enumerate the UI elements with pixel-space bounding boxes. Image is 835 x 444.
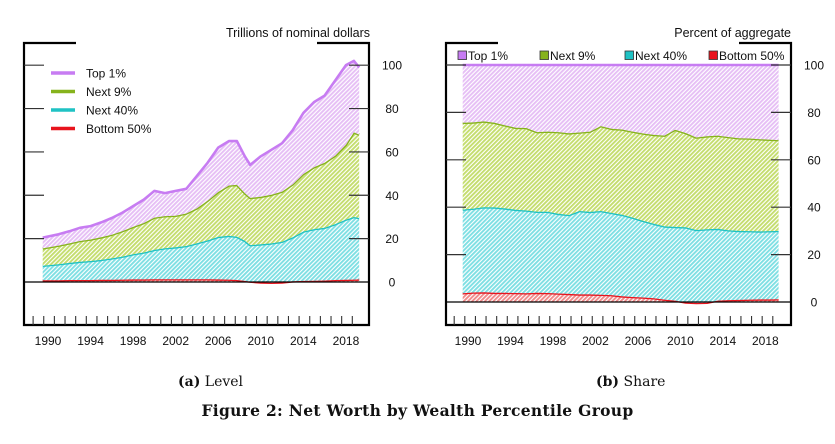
level-xtick-label: 1994 <box>77 334 104 348</box>
level-ytick-label: 0 <box>389 276 396 290</box>
share-xtick-label: 2010 <box>667 334 694 348</box>
level-xtick-label: 2002 <box>162 334 189 348</box>
share-ytick-label: 20 <box>807 248 821 262</box>
level-xtick-label: 2006 <box>205 334 232 348</box>
level-axes: 0 20 40 60 80 100 1990 1994 1998 2002 2006 2010 2014… <box>22 41 402 348</box>
share-xtick-label: 2014 <box>710 334 737 348</box>
level-unit-label: Trillions of nominal dollars <box>226 26 370 40</box>
share-ytick-label: 0 <box>811 296 818 310</box>
level-areas <box>42 59 361 285</box>
share-ytick-label: 60 <box>807 153 821 167</box>
panel-b-title: Share <box>623 374 666 390</box>
level-xtick-label: 1990 <box>35 334 62 348</box>
share-axes: 0 20 40 60 80 100 1990 1994 1998 2002 2006 2010 2014… <box>444 41 824 348</box>
legend-swatch-next9 <box>539 50 549 60</box>
share-ytick-label: 100 <box>804 59 824 73</box>
level-frame <box>22 41 371 327</box>
panel-b-caption: (b) Share <box>596 374 665 390</box>
level-ytick-label: 100 <box>382 59 402 73</box>
share-xtick-label: 2018 <box>752 334 779 348</box>
share-xtick-label: 2002 <box>582 334 609 348</box>
level-ytick-label: 20 <box>385 232 399 246</box>
level-line-top1 <box>42 59 361 239</box>
share-chart: Percent of aggregate 0 20 40 60 80 100 1990 199… <box>444 26 824 348</box>
legend-swatch-next40 <box>624 50 634 60</box>
panel-a-title: Level <box>204 374 244 390</box>
share-xtick-label: 1990 <box>455 334 482 348</box>
legend-label-next9: Next 9% <box>86 85 132 99</box>
share-ytick-label: 40 <box>807 201 821 215</box>
share-xtick-label: 2006 <box>625 334 652 348</box>
level-chart: Trillions of nominal dollars 0 20 40 60 80 10… <box>22 26 402 348</box>
legend-swatch-top1 <box>457 50 467 60</box>
legend-label-top1: Top 1% <box>468 49 508 63</box>
legend-label-bottom50: Bottom 50% <box>719 49 785 63</box>
share-unit-label: Percent of aggregate <box>674 26 791 40</box>
legend-swatch-bottom50 <box>708 50 718 60</box>
level-ytick-label: 60 <box>385 145 399 159</box>
figure-title: Figure 2: Net Worth by Wealth Percentile… <box>201 401 634 420</box>
legend-label-next40: Next 40% <box>86 104 138 118</box>
legend-label-next40: Next 40% <box>635 49 687 63</box>
share-area-next40 <box>462 207 779 303</box>
level-line-next9 <box>42 131 360 250</box>
level-xtick-label: 2014 <box>290 334 317 348</box>
share-areas <box>462 63 779 305</box>
panel-a-label: (a) <box>178 374 201 390</box>
share-ytick-label: 80 <box>807 106 821 120</box>
share-area-top1 <box>462 65 779 141</box>
level-xtick-label: 2018 <box>333 334 360 348</box>
legend-label-next9: Next 9% <box>550 49 596 63</box>
level-xtick-label: 1998 <box>120 334 147 348</box>
panel-a-caption: (a) Level <box>178 374 243 390</box>
share-xtick-label: 1994 <box>497 334 524 348</box>
level-ytick-label: 80 <box>385 102 399 116</box>
level-area-next40 <box>42 217 360 283</box>
share-area-bottom50 <box>462 292 779 303</box>
legend-label-top1: Top 1% <box>86 67 126 81</box>
share-legend: Top 1% Next 9% Next 40% Bottom 50% <box>457 49 785 63</box>
share-area-next9 <box>462 121 779 232</box>
level-legend: Top 1% Next 9% Next 40% Bottom 50% <box>51 67 152 136</box>
share-xtick-label: 1998 <box>540 334 567 348</box>
legend-label-bottom50: Bottom 50% <box>86 122 152 136</box>
level-ytick-label: 40 <box>385 189 399 203</box>
level-xtick-label: 2010 <box>247 334 274 348</box>
share-frame <box>444 41 793 327</box>
panel-b-label: (b) <box>596 374 620 390</box>
